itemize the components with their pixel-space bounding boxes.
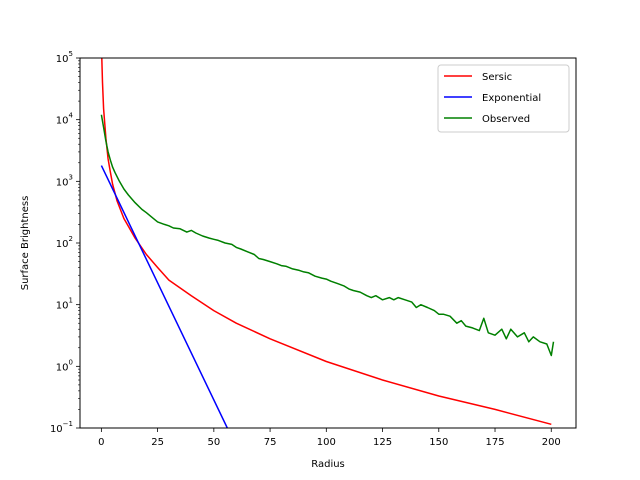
x-axis-label: Radius <box>311 459 345 470</box>
legend-box <box>437 64 570 133</box>
y-tick-label: 104 <box>56 112 74 127</box>
legend-label-sersic: Sersic <box>482 72 512 83</box>
y-tick-label: 105 <box>56 50 73 65</box>
y-axis-label: Surface Brightness <box>20 196 31 291</box>
y-axis-ticks: 10−1 100 101 102 103 104 105 <box>50 50 80 435</box>
legend: Sersic Exponential Observed <box>437 64 570 133</box>
y-tick-label: 10−1 <box>50 420 73 435</box>
y-tick-label: 102 <box>56 235 73 250</box>
legend-label-exponential: Exponential <box>482 93 541 104</box>
y-tick-label: 103 <box>56 173 73 188</box>
x-tick-label: 100 <box>317 437 336 448</box>
series-line-exponential <box>100 165 228 428</box>
x-axis-ticks: 0 25 50 75 100 125 150 175 200 <box>98 428 561 448</box>
x-tick-label: 175 <box>485 437 504 448</box>
x-tick-label: 200 <box>542 437 561 448</box>
x-tick-label: 25 <box>151 437 164 448</box>
y-tick-label: 101 <box>56 297 73 312</box>
x-tick-label: 150 <box>429 437 448 448</box>
x-tick-label: 75 <box>264 437 277 448</box>
legend-label-observed: Observed <box>482 114 530 125</box>
series-line-observed <box>100 114 555 357</box>
series-layer <box>100 58 555 428</box>
x-tick-label: 0 <box>98 437 104 448</box>
x-tick-label: 50 <box>207 437 220 448</box>
y-tick-label: 100 <box>56 358 73 373</box>
x-tick-label: 125 <box>373 437 392 448</box>
